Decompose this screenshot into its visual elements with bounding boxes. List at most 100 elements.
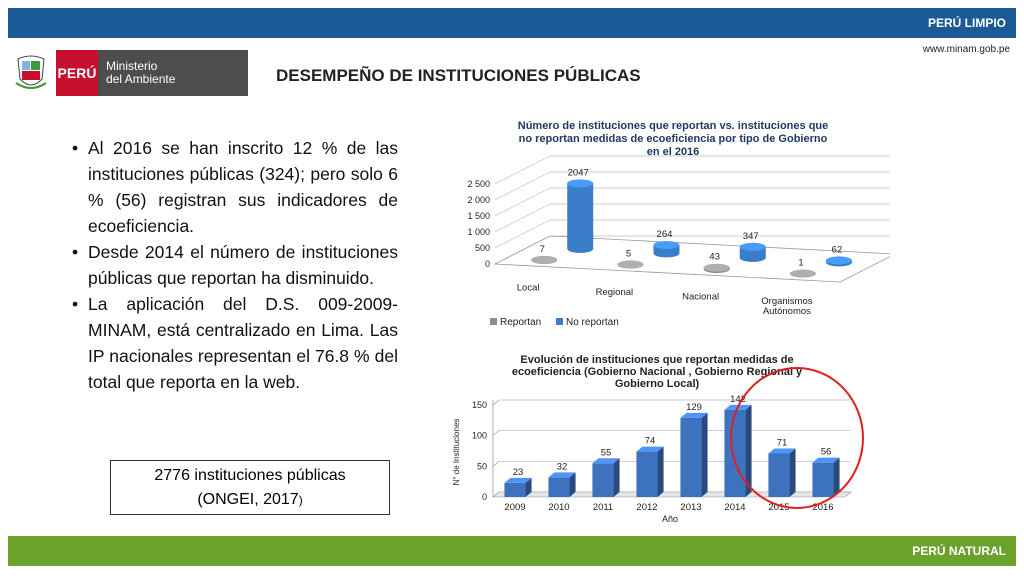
chart2-data-label: 74 [645,436,656,447]
chart2-bar [592,458,620,497]
chart1-gridline [494,187,551,217]
chart1-x-tick-label: Regional [596,287,634,298]
ongei-box: 2776 instituciones públicas (ONGEI, 2017… [110,460,390,515]
chart2-x-tick-label: 2013 [680,502,701,513]
chart2-gridline [492,399,500,406]
legend-swatch-no-reportan [556,318,563,325]
chart1-title-line: Número de instituciones que reportan vs.… [518,120,829,132]
chart2-bar [768,448,796,497]
chart2-y-tick-label: 100 [472,431,487,441]
chart1-floor [493,235,890,283]
chart1-y-tick-label: 0 [485,259,490,269]
chart1-y-tick-label: 500 [475,243,490,253]
site-url[interactable]: www.minam.gob.pe [922,44,1010,55]
chart2-data-label: 129 [686,402,702,413]
chart2-y-tick-label: 50 [477,461,487,471]
chart1-legend: Reportan No reportan [490,317,619,328]
legend-label-no-reportan: No reportan [566,317,619,328]
chart1-data-label: 1 [798,258,803,269]
chart1-title-line: en el 2016 [647,146,700,158]
chart1-grid [493,155,890,283]
chart2-data-label: 55 [601,447,612,458]
chart1-title-line: no reportan medidas de ecoeficiencia por… [519,133,828,145]
bar-no-reportan [825,256,852,267]
highlight-circle [730,367,864,509]
chart2-data-label: 142 [730,394,746,405]
chart2-data-label: 32 [557,461,568,472]
top-bar-label: PERÚ LIMPIO [927,16,1006,30]
chart2-y-axis: 150 100 50 0 [472,400,487,502]
chart1-x-tick-label: Nacional [682,291,719,302]
chart2-bar [504,477,532,497]
chart1-gridline [494,219,551,249]
chart2-ylabel: N° de Instituciones [452,419,461,486]
chart2-grid [492,399,852,498]
chart2-title-line: ecoeficiencia (Gobierno Nacional , Gobie… [512,366,803,378]
chart2-data-label: 23 [513,467,524,478]
chart1-y-tick-label: 1 000 [467,227,490,237]
chart1-y-axis: 2 500 2 000 1 500 1 000 500 0 [467,179,490,269]
chart2-x-tick-label: 2010 [548,502,569,513]
chart2-title-line: Evolución de instituciones que reportan … [520,354,793,366]
chart1-gridline [494,203,551,233]
chart2-y-tick-label: 0 [482,492,487,502]
bullet-item: La aplicación del D.S. 009-2009-MINAM, e… [72,291,398,395]
chart2-x-tick-label: 2016 [812,502,833,513]
chart2-y-tick-label: 150 [472,400,487,410]
page-title: DESEMPEÑO DE INSTITUCIONES PÚBLICAS [276,66,641,85]
chart1-x-tick-label: Local [517,282,540,293]
ongei-line2: (ONGEI, 2017) [111,488,389,512]
bottom-bar-label: PERÚ NATURAL [912,544,1006,558]
bar-no-reportan [653,240,680,258]
ongei-line2-main: (ONGEI, 2017 [197,491,299,508]
chart2-gridline [492,461,500,467]
ministry-line1: Ministerio [106,59,158,73]
chart1-x-tick-label: Organismos [761,296,812,307]
chart1-y-tick-label: 1 500 [467,211,490,221]
chart2-floor [492,491,852,498]
bar-reportan [531,255,558,265]
ongei-line1: 2776 instituciones públicas [154,467,346,484]
chart2-x-tick-label: 2009 [504,502,525,513]
chart1-data-label: 264 [657,229,673,240]
chart1-data-label: 2047 [568,167,589,178]
chart2-xlabel: Año [662,514,678,524]
chart1-data-label: 347 [743,231,759,242]
ongei-line2-tail: ) [298,493,303,507]
chart1-marks: 2047 7 264 5 347 43 62 1 [531,167,852,278]
chart2-title-line: Gobierno Local) [615,378,700,390]
bullet-item: Desde 2014 el número de instituciones pú… [72,239,398,291]
chart1-x-tick-label: Autónomos [763,306,811,317]
ministry-line2: del Ambiente [106,72,176,86]
chart2-x-tick-label: 2012 [636,502,657,513]
peru-label: PERÚ [56,50,98,96]
legend-label-reportan: Reportan [500,317,541,328]
chart2-bar [680,412,708,497]
chart1-data-label: 5 [626,248,631,259]
chart2-data-label: 56 [821,447,832,458]
ministry-name: Ministerio del Ambiente [98,50,248,96]
coat-of-arms-icon [14,53,48,93]
bottom-bar: PERÚ NATURAL [8,536,1016,566]
bar-reportan [703,263,730,274]
chart1-data-label: 7 [540,244,545,255]
chart1-gridline [494,155,551,185]
bar-reportan [617,260,644,269]
chart2-x-tick-label: 2011 [593,502,613,513]
chart2-x-tick-label: 2014 [724,502,745,513]
chart2-bar [812,457,840,497]
bar-no-reportan [567,179,594,253]
chart1-y-tick-label: 2 000 [467,195,490,205]
chart1-data-label: 62 [832,244,843,255]
legend-swatch-reportan [490,318,497,325]
bullet-item: Al 2016 se han inscrito 12 % de las inst… [72,135,398,239]
bar-no-reportan [739,242,766,262]
chart1-gridline [494,171,551,201]
bar-reportan [789,269,816,278]
chart1-data-label: 43 [709,252,720,263]
chart2-gridline [492,430,500,436]
bullet-list: Al 2016 se han inscrito 12 % de las inst… [72,135,398,395]
chart2-bar [548,472,576,497]
chart1-y-tick-label: 2 500 [467,179,490,189]
chart2-bar [636,446,664,497]
